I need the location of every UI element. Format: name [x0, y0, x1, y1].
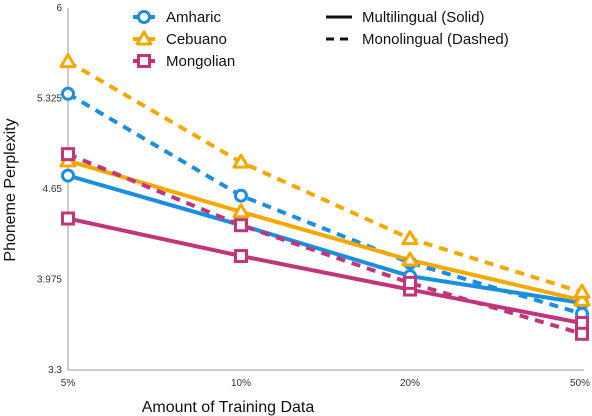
legend-item-dashed: Monolingual (Dashed) — [326, 31, 509, 48]
legend-item-cebuano: Cebuano — [133, 30, 227, 48]
legend: Amharic Cebuano Mongolian Multilingual (Sol… — [133, 9, 509, 70]
series-line-cebuano-solid — [67, 158, 583, 303]
data-point-cebuano-solid — [573, 291, 591, 307]
x-tick-label: 20% — [400, 378, 420, 389]
x-tick-label: 10% — [231, 378, 251, 389]
y-tick-label: 3.3 — [48, 365, 62, 376]
data-point-cebuano-dashed — [232, 153, 250, 169]
series-markers — [59, 53, 591, 341]
data-point-cebuano-solid — [232, 203, 250, 219]
axes — [67, 8, 584, 371]
legend-square-icon — [137, 54, 151, 68]
x-tick-label: 50% — [570, 378, 590, 389]
legend-label: Multilingual (Solid) — [362, 9, 485, 26]
legend-item-amharic: Amharic — [133, 9, 222, 26]
series-line-mongolian-dashed — [67, 152, 583, 336]
legend-label: Cebuano — [166, 31, 227, 48]
data-point-mongolian-dashed — [575, 326, 589, 341]
legend-circle-icon — [137, 10, 151, 24]
data-point-cebuano-dashed — [573, 283, 591, 299]
data-point-cebuano-dashed — [401, 230, 419, 246]
data-point-amharic-dashed — [234, 188, 248, 203]
y-tick-labels: 3.3 3.975 4.65 5.325 6 — [37, 3, 62, 376]
y-tick-label: 4.65 — [43, 184, 63, 195]
legend-item-mongolian: Mongolian — [133, 53, 235, 70]
series-lines — [66, 59, 583, 336]
y-tick-label: 5.325 — [37, 94, 62, 105]
y-tick-label: 6 — [56, 3, 62, 14]
data-point-mongolian-dashed — [403, 275, 417, 290]
series-line-cebuano-dashed — [66, 59, 583, 295]
data-point-cebuano-dashed — [59, 53, 77, 69]
series-line-amharic-dashed — [66, 92, 583, 316]
data-point-cebuano-solid — [401, 251, 419, 267]
data-point-amharic-solid — [61, 168, 75, 183]
y-axis-title: Phoneme Perplexity — [2, 118, 19, 261]
data-point-mongolian-dashed — [61, 147, 75, 162]
y-tick-label: 3.975 — [37, 275, 62, 286]
x-tick-label: 5% — [61, 378, 76, 389]
legend-item-solid: Multilingual (Solid) — [326, 9, 485, 26]
data-point-mongolian-solid — [234, 249, 248, 264]
data-point-mongolian-dashed — [234, 218, 248, 233]
legend-label: Amharic — [166, 9, 222, 26]
data-point-amharic-dashed — [61, 86, 75, 101]
legend-triangle-icon — [135, 30, 153, 46]
x-axis-title: Amount of Training Data — [142, 399, 315, 416]
x-tick-labels: 5% 10% 20% 50% — [61, 378, 590, 389]
legend-label: Mongolian — [166, 53, 235, 70]
data-point-mongolian-solid — [61, 211, 75, 226]
legend-label: Monolingual (Dashed) — [362, 31, 509, 48]
